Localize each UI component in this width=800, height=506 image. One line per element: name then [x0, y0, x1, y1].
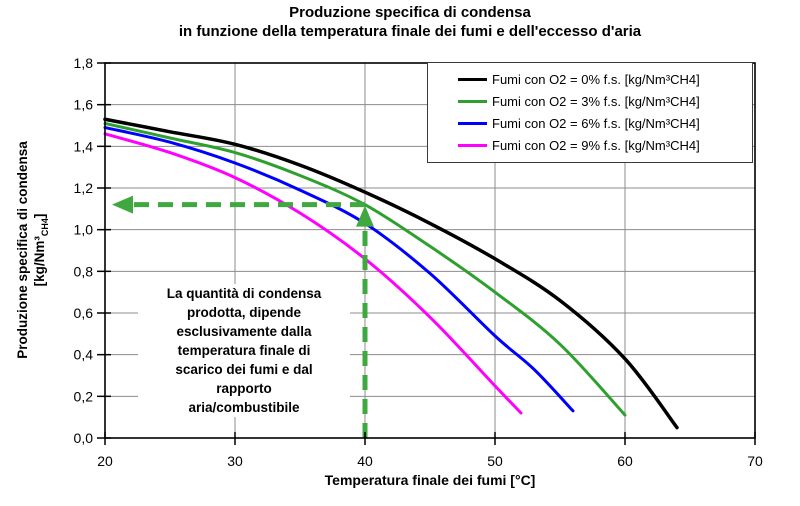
- legend-line-sample: [458, 77, 487, 81]
- y-axis-unit: [kg/Nm³CH4]: [32, 213, 50, 287]
- legend-item: Fumi con O2 = 6% f.s. [kg/Nm³CH4]: [458, 116, 752, 131]
- y-tick-label: 0,4: [74, 347, 94, 363]
- y-tick-label: 1,6: [74, 97, 94, 113]
- legend-line-sample: [458, 122, 487, 126]
- y-axis-title: Produzione specifica di condensa [kg/Nm³…: [14, 70, 54, 430]
- legend-label: Fumi con O2 = 9% f.s. [kg/Nm³CH4]: [492, 138, 700, 154]
- y-tick-label: 1,2: [74, 180, 94, 196]
- legend-item: Fumi con O2 = 9% f.s. [kg/Nm³CH4]: [458, 138, 752, 153]
- guide-arrow-up-head: [356, 205, 374, 227]
- curve-204pct-O2: [103, 117, 679, 430]
- legend-item: Fumi con O2 = 0% f.s. [kg/Nm³CH4]: [458, 72, 752, 87]
- y-axis-title-text: Produzione specifica di condensa: [15, 141, 31, 359]
- curve-294pct-O2: [103, 132, 523, 415]
- y-tick-label: 0,6: [74, 305, 94, 321]
- x-tick-label: 50: [487, 453, 503, 469]
- legend-box: Fumi con O2 = 0% f.s. [kg/Nm³CH4] Fumi co…: [427, 62, 753, 163]
- x-tick-label: 70: [747, 453, 763, 469]
- x-tick-label: 60: [617, 453, 633, 469]
- chart-title-line2: in funzione della temperatura finale dei…: [178, 23, 642, 40]
- x-tick-label: 20: [97, 453, 113, 469]
- y-tick-label: 1,8: [74, 55, 94, 71]
- annotation-text: La quantità di condensa prodotta, dipend…: [138, 284, 350, 417]
- guide-dashed-arrows: [112, 195, 374, 438]
- x-axis-title: Temperatura finale dei fumi [°C]: [324, 472, 536, 488]
- legend-label: Fumi con O2 = 6% f.s. [kg/Nm³CH4]: [492, 116, 700, 132]
- y-tick-label: 0,8: [74, 263, 94, 279]
- y-tick-label: 0,2: [74, 388, 94, 404]
- guide-arrow-left-head: [112, 195, 133, 214]
- curve-234pct-O2: [103, 121, 627, 417]
- y-tick-label: 1,0: [74, 222, 94, 238]
- y-tick-label: 0,0: [74, 430, 94, 446]
- x-tick-label: 30: [227, 453, 243, 469]
- tick-labels: 20 30 40 50 60 70 0,0 0,2 0,4 0,6 0,8 1,0 1,2 1,4 1,6 1…: [74, 55, 763, 469]
- legend-line-sample: [458, 144, 487, 148]
- legend-label: Fumi con O2 = 0% f.s. [kg/Nm³CH4]: [492, 71, 700, 87]
- chart-title-line1: Produzione specifica di condensa: [289, 4, 531, 21]
- legend-item: Fumi con O2 = 3% f.s. [kg/Nm³CH4]: [458, 94, 752, 109]
- x-tick-label: 40: [357, 453, 373, 469]
- legend-line-sample: [458, 99, 487, 103]
- y-tick-label: 1,4: [74, 138, 94, 154]
- legend-label: Fumi con O2 = 3% f.s. [kg/Nm³CH4]: [492, 93, 700, 109]
